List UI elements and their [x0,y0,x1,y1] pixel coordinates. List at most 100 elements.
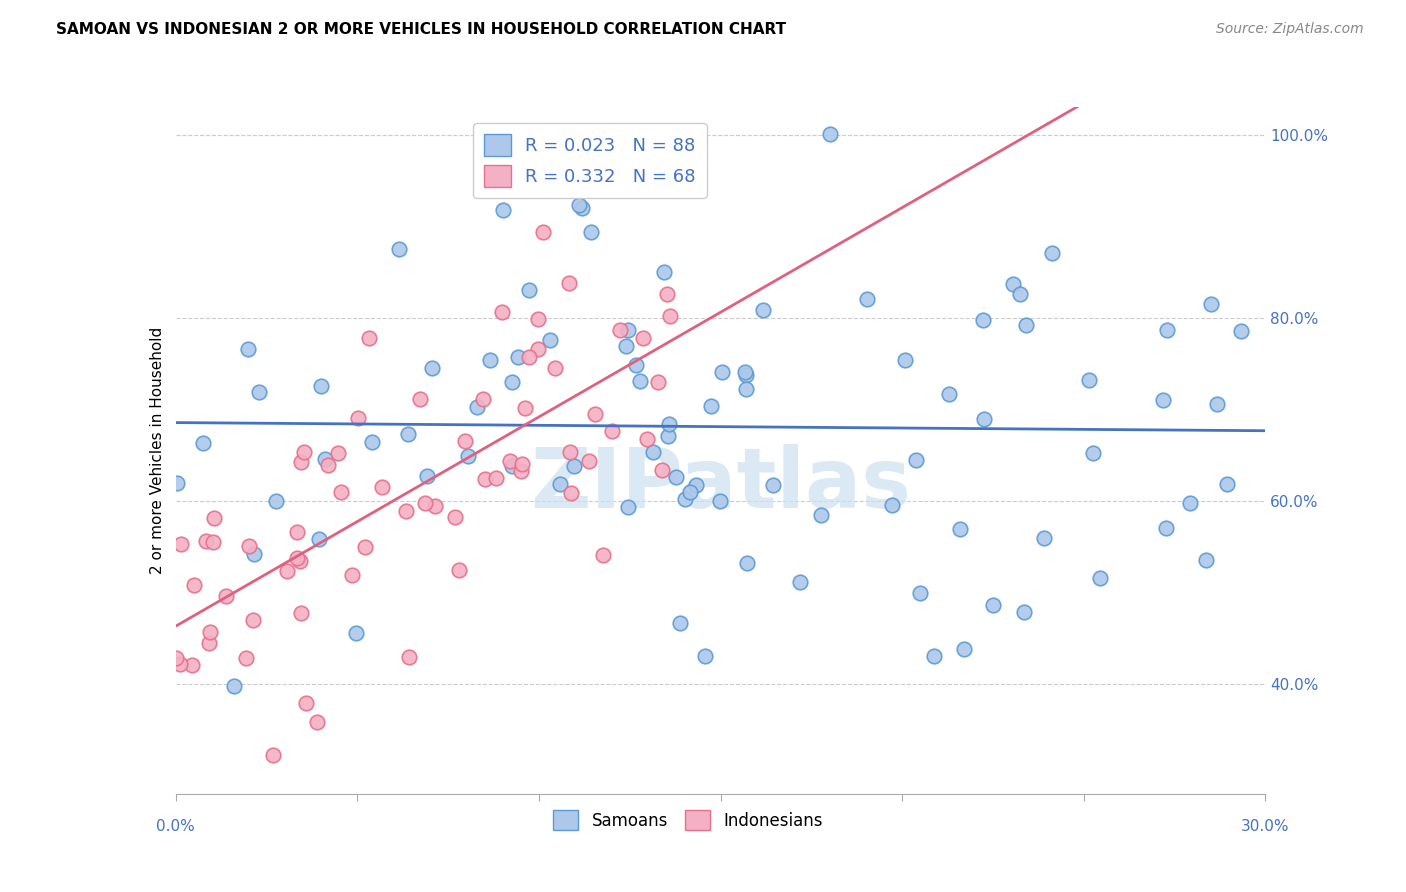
Point [558,445,581,459]
Point [531,225,554,239]
Point [751,303,773,318]
Point [510,458,533,472]
Point [818,127,841,141]
Point [658,417,681,431]
Point [564,458,586,473]
Point [305,715,328,730]
Point [810,508,832,522]
Point [169,657,191,671]
Point [856,292,879,306]
Point [655,286,678,301]
Point [454,434,477,449]
Point [295,696,318,710]
Point [669,616,692,631]
Point [665,469,688,483]
Point [1040,245,1063,260]
Point [396,426,419,441]
Point [1156,520,1178,534]
Point [1194,553,1216,567]
Point [447,563,470,577]
Point [457,449,479,463]
Point [342,567,364,582]
Point [527,342,550,356]
Point [290,455,312,469]
Point [789,575,811,590]
Point [328,446,350,460]
Point [600,425,623,439]
Point [238,539,260,553]
Legend: Samoans, Indonesians: Samoans, Indonesians [547,804,830,837]
Point [557,276,579,290]
Point [568,197,591,211]
Point [609,323,631,337]
Point [735,368,758,382]
Point [329,484,352,499]
Point [285,524,308,539]
Point [166,476,188,491]
Text: SAMOAN VS INDONESIAN 2 OR MORE VEHICLES IN HOUSEHOLD CORRELATION CHART: SAMOAN VS INDONESIAN 2 OR MORE VEHICLES … [56,22,786,37]
Point [647,375,669,389]
Point [904,453,927,467]
Point [517,283,540,297]
Point [465,401,488,415]
Point [423,500,446,514]
Text: 0.0%: 0.0% [156,819,195,834]
Point [710,366,733,380]
Point [200,624,222,639]
Point [201,534,224,549]
Point [510,464,533,478]
Point [617,323,640,337]
Point [1152,392,1174,407]
Point [191,436,214,450]
Point [316,458,339,473]
Point [183,578,205,592]
Point [578,454,600,468]
Point [314,451,336,466]
Point [398,650,420,665]
Text: 30.0%: 30.0% [1241,819,1289,834]
Point [519,350,541,364]
Point [571,202,593,216]
Point [659,309,682,323]
Y-axis label: 2 or more Vehicles in Household: 2 or more Vehicles in Household [149,326,165,574]
Point [347,411,370,425]
Point [485,471,508,485]
Point [544,361,567,376]
Point [288,554,311,568]
Point [938,387,960,401]
Point [631,331,654,345]
Point [699,399,721,413]
Point [1014,318,1036,333]
Point [491,305,513,319]
Point [973,411,995,425]
Point [1032,532,1054,546]
Point [501,375,523,389]
Point [290,606,312,620]
Text: ZIPatlas: ZIPatlas [530,444,911,525]
Text: Source: ZipAtlas.com: Source: ZipAtlas.com [1216,22,1364,37]
Point [413,496,436,510]
Point [474,472,496,486]
Point [636,432,658,446]
Point [354,541,377,555]
Point [222,679,245,693]
Point [344,625,367,640]
Point [583,407,606,421]
Point [198,636,221,650]
Point [924,649,946,664]
Point [624,358,647,372]
Point [679,485,702,500]
Point [371,480,394,494]
Point [409,392,432,407]
Point [285,551,308,566]
Point [550,477,572,491]
Point [666,181,689,195]
Point [492,203,515,218]
Point [388,242,411,256]
Point [357,331,380,345]
Point [675,492,697,507]
Point [948,522,970,536]
Point [538,333,561,347]
Point [236,343,259,357]
Point [579,225,602,239]
